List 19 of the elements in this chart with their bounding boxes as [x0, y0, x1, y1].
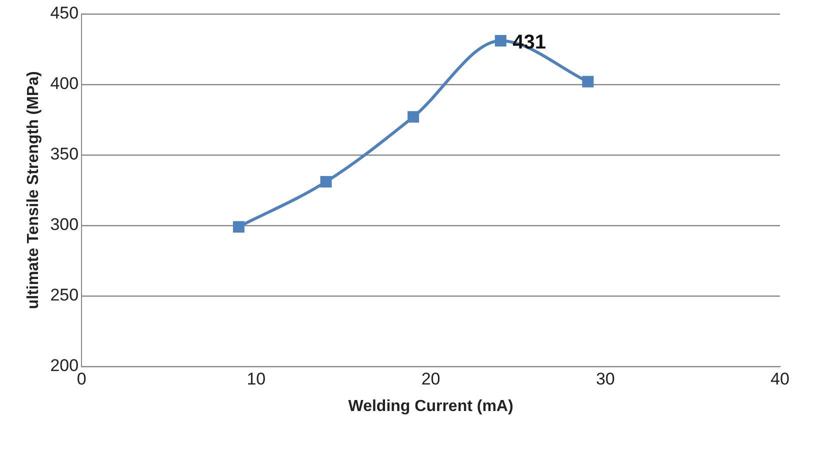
x-tick-label: 40: [770, 369, 790, 388]
y-tick-label: 300: [50, 215, 79, 234]
y-tick-label: 250: [50, 286, 79, 305]
data-label: 431: [512, 31, 546, 54]
x-tick-label: 20: [421, 369, 440, 388]
y-tick-label: 200: [50, 356, 79, 376]
x-axis-title: Welding Current (mA): [348, 398, 514, 415]
point: [582, 76, 594, 88]
x-tick-label: 0: [76, 369, 86, 388]
point: [320, 176, 332, 188]
y-tick-label: 350: [50, 144, 79, 164]
y-tick-label: 400: [50, 74, 79, 94]
y-tick-label: 450: [50, 4, 79, 23]
x-tick-label: 10: [246, 369, 266, 388]
x-tick-label: 30: [596, 369, 615, 388]
point: [408, 111, 420, 123]
y-axis-title: ultimate Tensile Strength (MPa): [25, 71, 42, 310]
point: [232, 221, 244, 233]
point: [494, 35, 506, 47]
